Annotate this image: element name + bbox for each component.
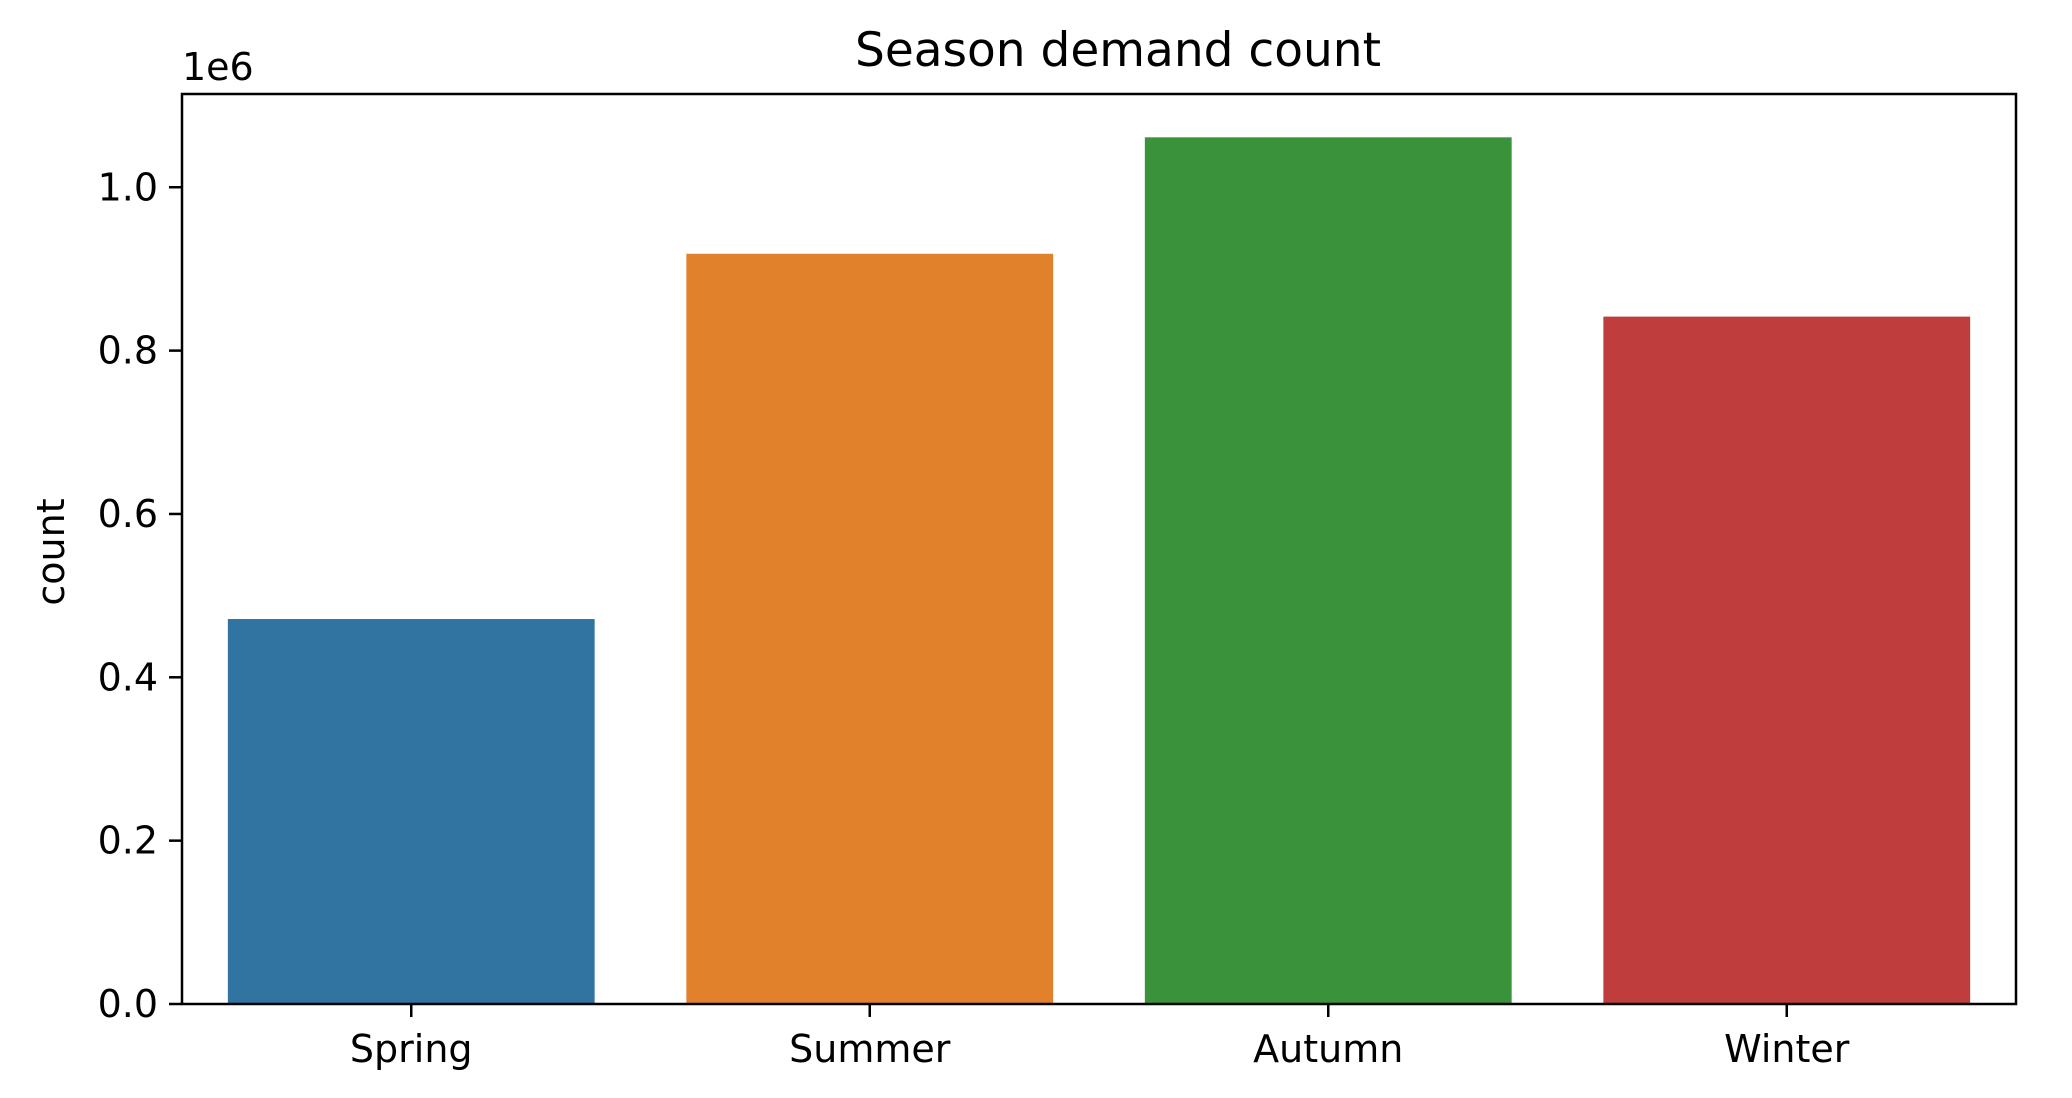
x-tick-label-spring: Spring (350, 1027, 473, 1071)
chart-title: Season demand count (855, 23, 1381, 78)
y-tick-label: 0.8 (98, 329, 158, 373)
bar-winter (1603, 316, 1971, 1004)
plot-frame (180, 92, 2018, 1006)
y-axis-label: count (29, 498, 73, 605)
y-tick-label: 0.4 (98, 655, 158, 699)
y-tick-label: 0.0 (98, 982, 158, 1026)
bar-summer (686, 253, 1054, 1004)
y-tick-label: 1.0 (98, 165, 158, 209)
x-tick-label-winter: Winter (1724, 1027, 1850, 1071)
bar-autumn (1144, 137, 1512, 1004)
y-scale-label: 1e6 (182, 45, 254, 89)
x-tick-label-summer: Summer (789, 1027, 951, 1071)
y-tick-label: 0.6 (98, 492, 158, 536)
bar-spring (227, 619, 595, 1004)
y-axis-ticks: 0.0 0.2 0.4 0.6 0.8 1.0 (98, 165, 182, 1026)
bars-group (227, 137, 1971, 1004)
y-tick-label: 0.2 (98, 819, 158, 863)
x-axis-ticks: Spring Summer Autumn Winter (350, 1004, 1850, 1071)
x-tick-label-autumn: Autumn (1253, 1027, 1403, 1071)
